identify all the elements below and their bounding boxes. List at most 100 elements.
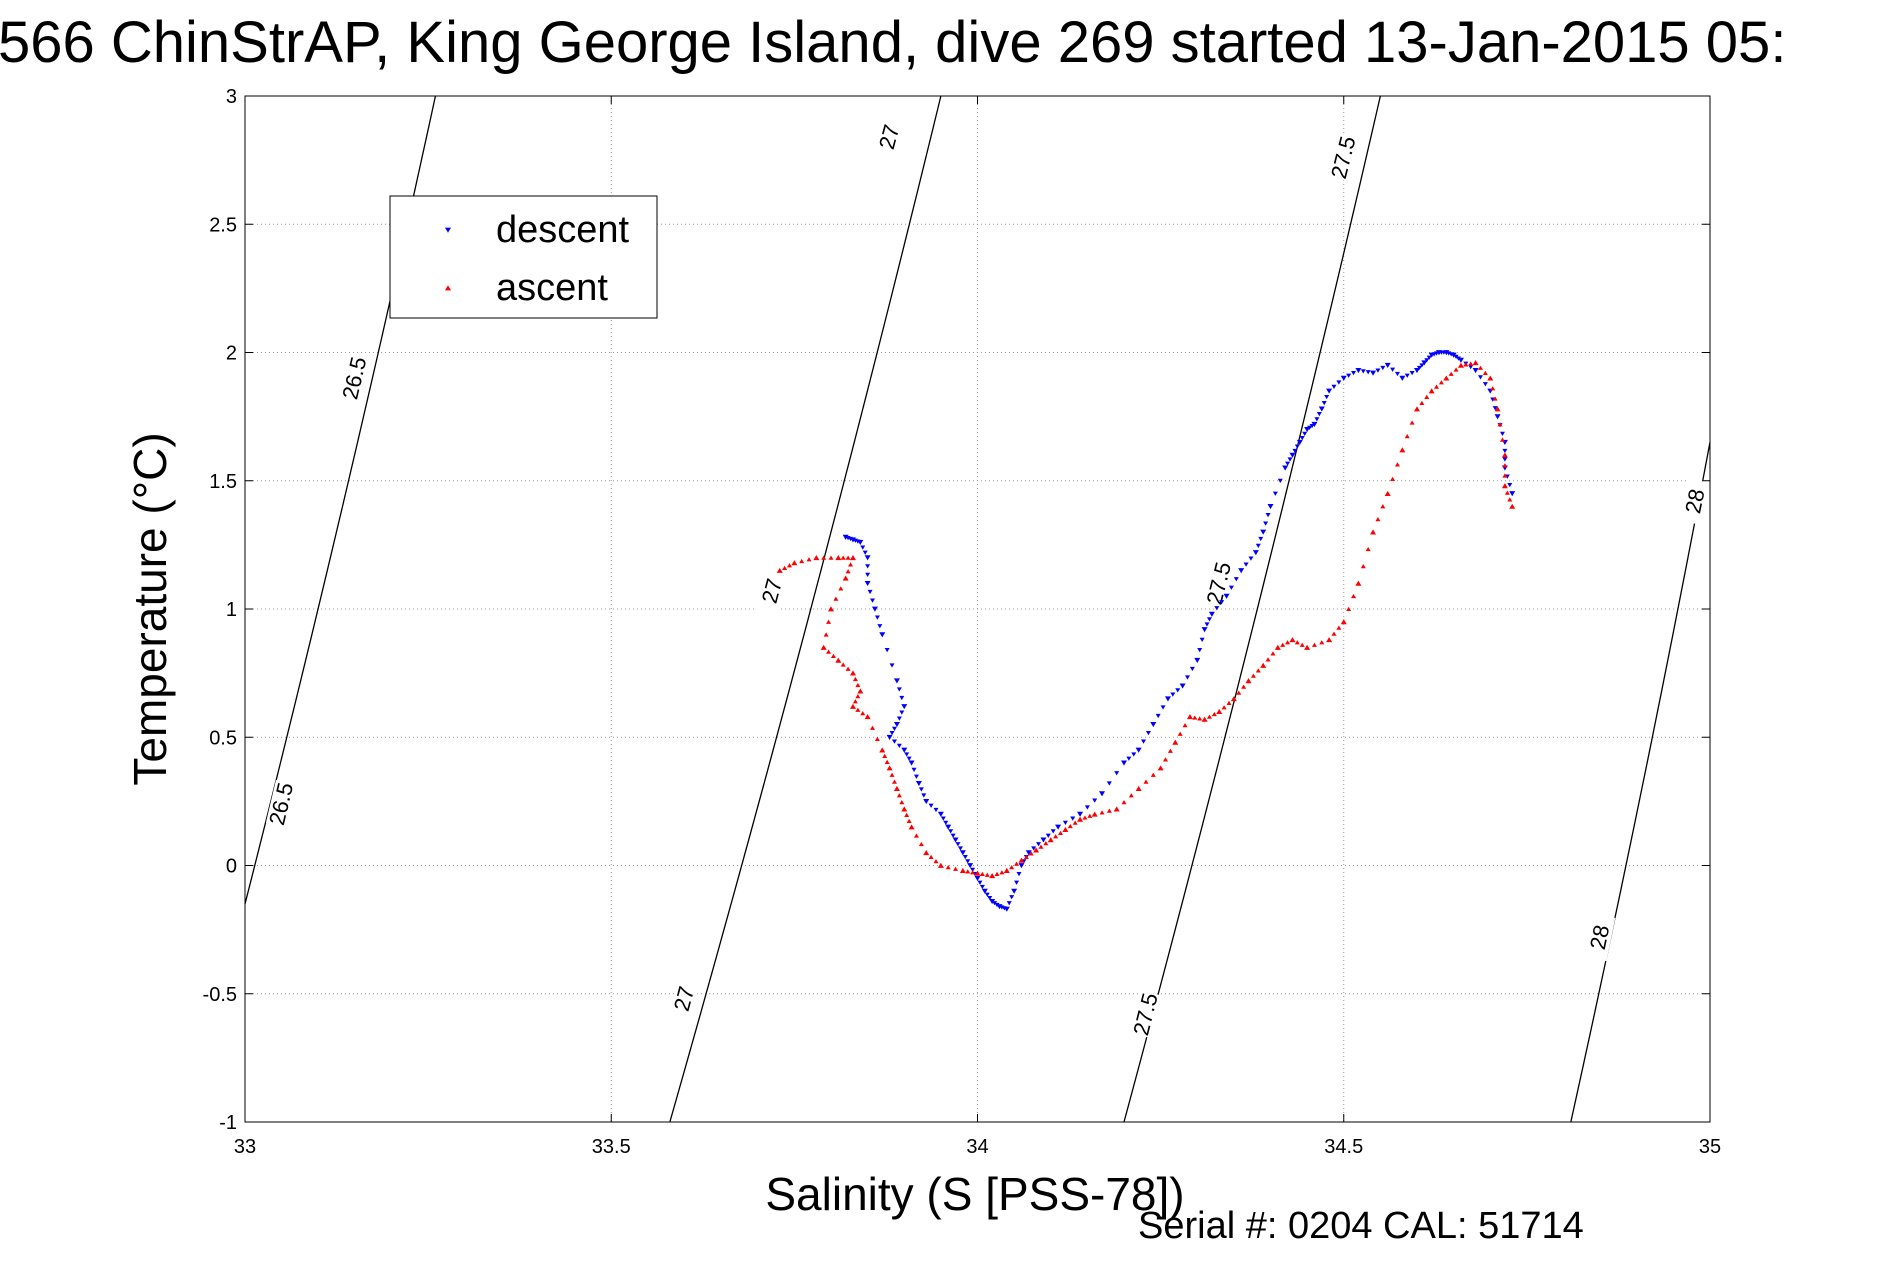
- descent-point: [940, 816, 946, 821]
- descent-point: [1194, 657, 1201, 663]
- ascent-point: [1501, 452, 1508, 458]
- descent-point: [1360, 369, 1366, 374]
- descent-point: [943, 820, 949, 825]
- descent-point: [1277, 478, 1283, 483]
- ascent-point: [828, 555, 834, 560]
- ascent-point: [1201, 716, 1208, 722]
- descent-point: [977, 880, 983, 885]
- ascent-point: [1172, 739, 1179, 745]
- descent-point: [1285, 461, 1291, 466]
- ascent-point: [1355, 580, 1362, 586]
- descent-point: [1399, 375, 1406, 381]
- ascent-point: [1221, 705, 1227, 710]
- density-contour-27: [669, 95, 942, 1123]
- contour-label-bg: [668, 974, 701, 1023]
- ascent-point: [1502, 473, 1508, 478]
- ascent-point: [1197, 716, 1203, 721]
- ascent-point: [889, 772, 895, 777]
- ascent-point: [1099, 810, 1105, 815]
- ascent-point: [782, 565, 788, 570]
- descent-point: [1426, 355, 1432, 360]
- descent-point: [1252, 550, 1259, 556]
- descent-point: [1316, 412, 1322, 417]
- ascent-point: [965, 869, 971, 874]
- descent-point: [1009, 895, 1015, 900]
- ascent-point: [1216, 708, 1223, 714]
- descent-point: [928, 803, 934, 808]
- ascent-point: [989, 873, 996, 879]
- ascent-point: [896, 793, 902, 798]
- ascent-point: [1490, 386, 1496, 391]
- descent-point: [948, 829, 954, 834]
- descent-point: [1131, 752, 1137, 757]
- descent-point: [1248, 556, 1254, 561]
- ascent-point: [1453, 367, 1459, 372]
- ascent-point: [891, 779, 897, 784]
- ascent-point: [1250, 673, 1256, 678]
- x-tick-label: 34: [966, 1136, 988, 1158]
- descent-point: [1184, 675, 1190, 680]
- descent-point: [1238, 568, 1245, 574]
- descent-point: [1324, 394, 1330, 400]
- chart-title: 566 ChinStrAP, King George Island, dive …: [0, 10, 1786, 75]
- descent-point: [1309, 424, 1315, 429]
- descent-point: [1321, 400, 1327, 406]
- ascent-point: [913, 833, 919, 838]
- descent-point: [1126, 756, 1132, 761]
- ascent-point: [1414, 406, 1420, 412]
- descent-point: [865, 572, 871, 578]
- descent-point: [1509, 491, 1516, 497]
- ascent-point: [838, 586, 844, 591]
- descent-point: [1223, 593, 1230, 599]
- ascent-point: [1236, 690, 1242, 695]
- descent-point: [1365, 370, 1371, 375]
- ascent-point: [799, 558, 805, 564]
- descent-point: [889, 663, 895, 668]
- descent-point: [1311, 421, 1318, 428]
- descent-point: [970, 867, 976, 873]
- descent-point: [1355, 368, 1362, 374]
- ascent-point: [1255, 668, 1261, 673]
- ascent-point: [835, 555, 842, 561]
- ascent-point: [1468, 361, 1474, 366]
- ascent-point: [1409, 420, 1415, 425]
- ascent-point: [1053, 834, 1059, 839]
- legend-descent-label: descent: [496, 209, 630, 251]
- ascent-point: [937, 862, 944, 868]
- descent-point: [904, 752, 910, 757]
- descent-point: [891, 739, 897, 744]
- descent-point: [1492, 406, 1498, 411]
- ascent-point: [1336, 625, 1342, 630]
- descent-point: [1018, 863, 1025, 869]
- ascent-point: [848, 562, 854, 567]
- descent-point: [1036, 842, 1042, 847]
- descent-point: [1150, 722, 1157, 728]
- ascent-point: [776, 567, 783, 573]
- ascent-point: [1033, 847, 1040, 853]
- density-contour-27.5: [1123, 95, 1382, 1123]
- ascent-point: [1351, 593, 1357, 599]
- descent-point: [1482, 382, 1488, 387]
- ascent-point: [1404, 434, 1410, 439]
- descent-point: [893, 678, 900, 684]
- ascent-point: [1448, 371, 1454, 376]
- descent-point: [923, 798, 930, 805]
- descent-point: [1197, 648, 1203, 653]
- ascent-point: [1106, 808, 1112, 813]
- descent-point: [1062, 820, 1068, 825]
- ascent-point: [1472, 360, 1479, 366]
- descent-point: [911, 767, 917, 772]
- descent-point: [1282, 465, 1289, 471]
- descent-point: [962, 854, 968, 860]
- contour-label-bg: [756, 566, 789, 616]
- ascent-point: [1038, 844, 1044, 849]
- descent-point: [1346, 373, 1352, 378]
- ascent-point: [1241, 684, 1247, 689]
- ascent-point: [1265, 657, 1271, 662]
- ascent-point: [1167, 748, 1173, 753]
- ascent-point: [1285, 640, 1291, 645]
- ascent-point: [1113, 806, 1120, 812]
- ascent-point: [1245, 678, 1252, 684]
- descent-point: [1294, 444, 1300, 449]
- ascent-point: [1360, 564, 1366, 569]
